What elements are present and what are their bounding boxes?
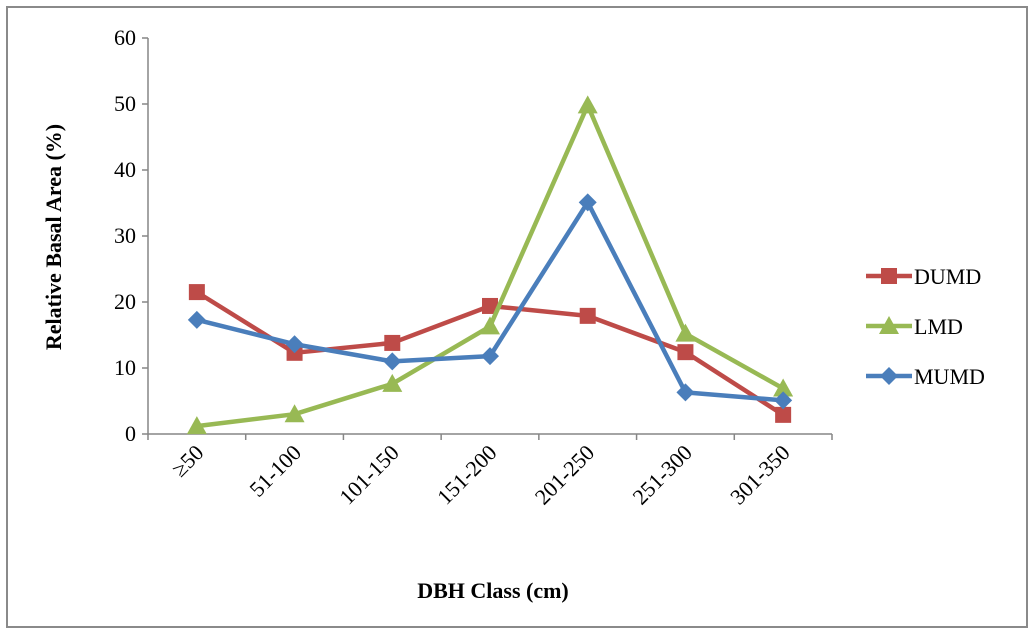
data-point-dumd (579, 307, 596, 324)
y-axis-title: Relative Basal Area (%) (41, 124, 66, 350)
data-point-dumd (677, 344, 694, 361)
data-point-dumd (482, 297, 498, 314)
legend-label: DUMD (914, 264, 981, 289)
x-tick-label: 101-150 (334, 440, 404, 510)
data-point-mumd (481, 347, 499, 366)
data-point-mumd (187, 310, 206, 329)
legend-marker-dumd (881, 268, 897, 284)
legend-item-dumd: DUMD (866, 264, 981, 289)
series-mumd (187, 193, 793, 410)
data-point-lmd (480, 316, 500, 335)
data-point-lmd (186, 416, 207, 435)
legend-item-lmd: LMD (866, 314, 963, 339)
x-axis-title: DBH Class (cm) (417, 578, 569, 603)
x-tick-label: 201-250 (530, 440, 600, 510)
data-point-dumd (775, 406, 792, 423)
y-tick-label: 50 (114, 91, 136, 116)
y-tick-label: 40 (114, 157, 136, 182)
data-point-lmd (577, 95, 598, 114)
data-point-lmd (773, 378, 794, 397)
axes: 0 10 20 30 40 50 60 ≥50 51-100 101-150 151-200 201-… (114, 25, 833, 510)
data-point-mumd (676, 383, 695, 402)
series-layer (186, 95, 794, 435)
data-point-dumd (384, 334, 401, 351)
x-tick-label: 251-300 (627, 440, 697, 510)
x-tick-label: ≥50 (167, 440, 209, 482)
y-tick-label: 20 (114, 289, 136, 314)
data-point-lmd (284, 404, 305, 423)
legend: DUMD LMD MUMD (866, 264, 985, 389)
legend-label: MUMD (914, 364, 985, 389)
series-lmd (186, 95, 794, 435)
x-tick-label: 51-100 (244, 440, 306, 502)
data-point-mumd (578, 193, 597, 212)
legend-marker-lmd (879, 316, 899, 334)
data-point-mumd (285, 335, 304, 354)
legend-marker-mumd (880, 367, 898, 385)
series-line-lmd (194, 103, 786, 429)
legend-item-mumd: MUMD (866, 364, 985, 389)
y-tick-label: 10 (114, 355, 136, 380)
data-point-mumd (383, 352, 402, 371)
data-point-lmd (675, 323, 696, 342)
y-tick-label: 30 (114, 223, 136, 248)
y-tick-label: 0 (125, 421, 136, 446)
data-point-lmd (382, 373, 403, 392)
data-point-mumd (774, 391, 793, 410)
legend-label: LMD (914, 314, 963, 339)
x-tick-label: 301-350 (725, 440, 795, 510)
y-tick-label: 60 (114, 25, 136, 50)
data-point-dumd (188, 284, 205, 301)
x-tick-label: 151-200 (432, 440, 502, 510)
